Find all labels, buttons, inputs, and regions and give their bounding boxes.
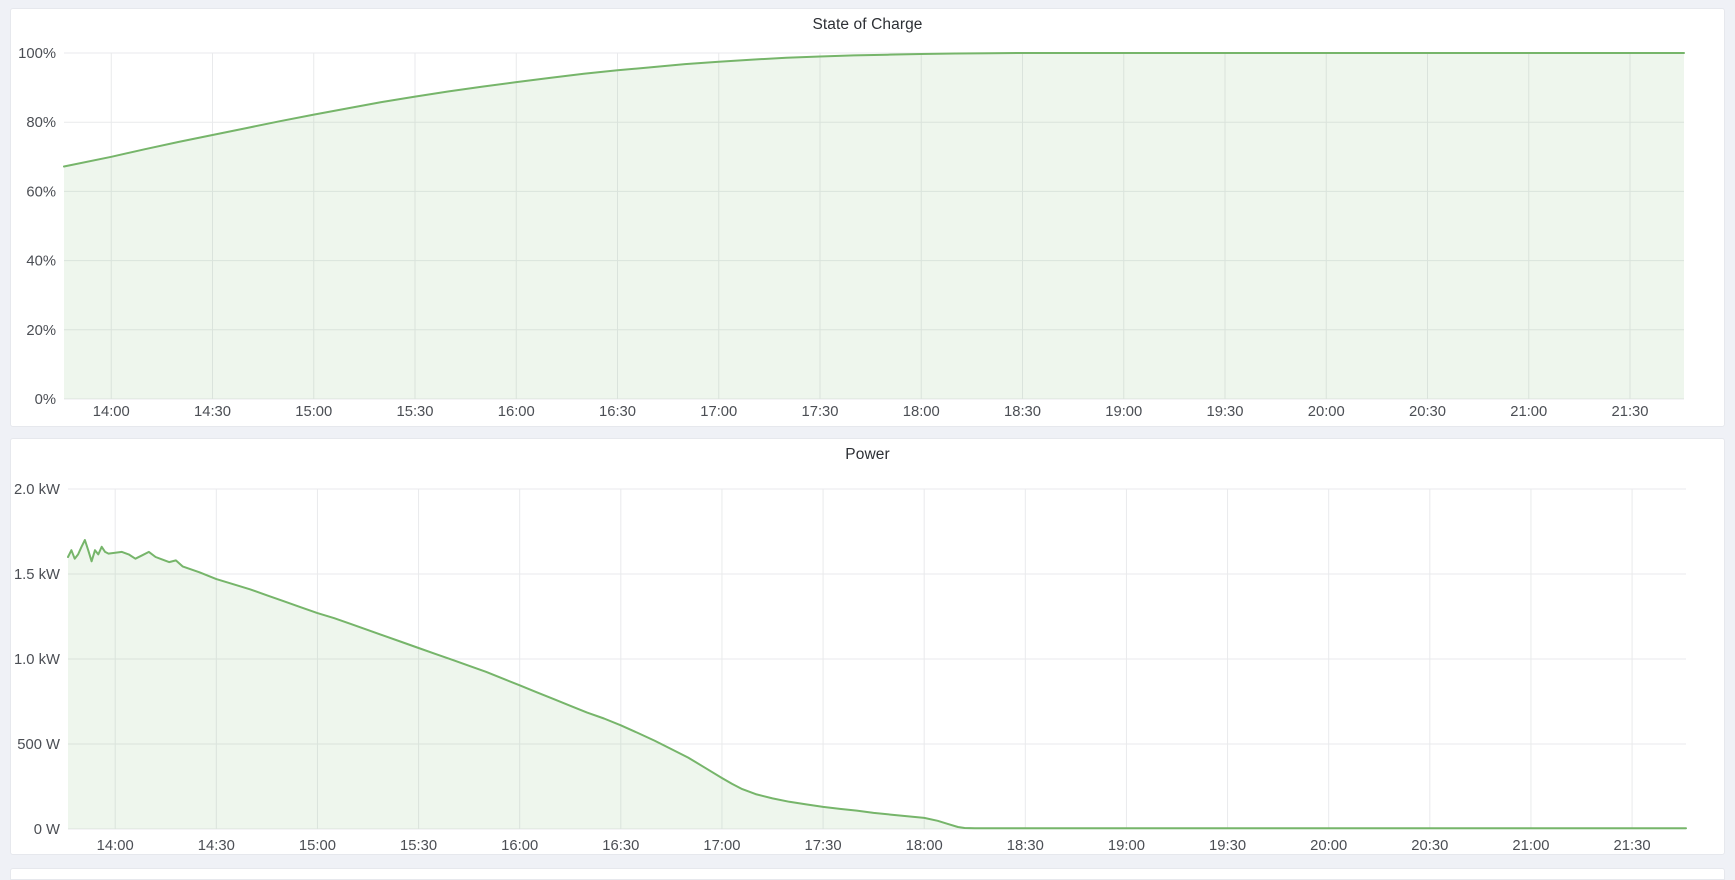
x-axis-tick-label: 14:00 [97,838,134,854]
panel-title-power[interactable]: Power [845,446,890,463]
y-axis-tick-label: 0 W [34,822,60,838]
x-axis-tick-label: 15:00 [299,838,336,854]
x-axis-tick-label: 16:00 [501,838,538,854]
x-axis-tick-label: 14:30 [194,404,231,420]
panel-partially-visible-below [10,868,1725,880]
x-axis-tick-label: 20:00 [1308,404,1345,420]
soc-chart-svg: 0% 20% 40% 60% 80% 100% 14:00 14:30 15:00 15:30 16… [18,46,1685,420]
x-axis-tick-label: 16:00 [498,404,535,420]
x-axis-tick-label: 15:00 [295,404,332,420]
y-axis-tick-label: 2.0 kW [14,482,60,498]
x-axis-tick-label: 18:30 [1007,838,1044,854]
x-axis-tick-label: 16:30 [599,404,636,420]
power-chart-svg: 0 W 500 W 1.0 kW 1.5 kW 2.0 kW 14:00 14:30 15:0… [14,482,1687,854]
panel-state-of-charge: 0% 20% 40% 60% 80% 100% 14:00 14:30 15:00 15:30 16… [10,8,1725,427]
x-axis-tick-label: 19:00 [1105,404,1142,420]
x-axis-tick-label: 19:00 [1108,838,1145,854]
y-axis-tick-label: 1.5 kW [14,567,60,583]
series-line [67,539,1687,830]
y-axis-tick-label: 60% [26,184,56,200]
x-axis-tick-label: 15:30 [396,404,433,420]
y-axis-tick-label: 40% [26,254,56,270]
x-axis-tick-label: 19:30 [1209,838,1246,854]
x-axis-tick-label: 21:30 [1611,404,1648,420]
x-axis-tick-label: 18:00 [903,404,940,420]
x-axis-tick-label: 20:00 [1310,838,1347,854]
soc-chart-plot[interactable]: 0% 20% 40% 60% 80% 100% 14:00 14:30 15:00 15:30 16… [11,9,1724,426]
x-axis-tick-label: 21:30 [1614,838,1651,854]
x-axis-tick-label: 18:00 [906,838,943,854]
x-axis-tick-label: 21:00 [1510,404,1547,420]
y-axis-tick-label: 80% [26,115,56,131]
x-axis-tick-label: 17:00 [700,404,737,420]
y-axis-tick-label: 20% [26,323,56,339]
power-chart-plot[interactable]: 0 W 500 W 1.0 kW 1.5 kW 2.0 kW 14:00 14:30 15:0… [11,439,1724,854]
y-axis-tick-label: 1.0 kW [14,652,60,668]
x-axis-tick-label: 17:30 [801,404,838,420]
x-axis-tick-label: 21:00 [1512,838,1549,854]
panel-power: 0 W 500 W 1.0 kW 1.5 kW 2.0 kW 14:00 14:30 15:0… [10,438,1725,855]
x-axis-tick-label: 14:00 [93,404,130,420]
x-axis-tick-label: 14:30 [198,838,235,854]
x-axis-tick-label: 20:30 [1409,404,1446,420]
y-axis-tick-label: 100% [18,46,56,62]
x-axis-tick-label: 17:00 [703,838,740,854]
series-area-fill [64,53,1684,399]
panel-title-state-of-charge[interactable]: State of Charge [812,16,923,33]
x-axis-tick-label: 16:30 [602,838,639,854]
series-line [63,52,1685,168]
series-area-fill [68,540,1686,829]
y-axis-tick-label: 500 W [17,737,60,753]
y-axis-tick-label: 0% [35,392,56,408]
x-axis-tick-label: 17:30 [805,838,842,854]
x-axis-tick-label: 18:30 [1004,404,1041,420]
x-axis-tick-label: 19:30 [1206,404,1243,420]
x-axis-tick-label: 15:30 [400,838,437,854]
x-axis-tick-label: 20:30 [1411,838,1448,854]
